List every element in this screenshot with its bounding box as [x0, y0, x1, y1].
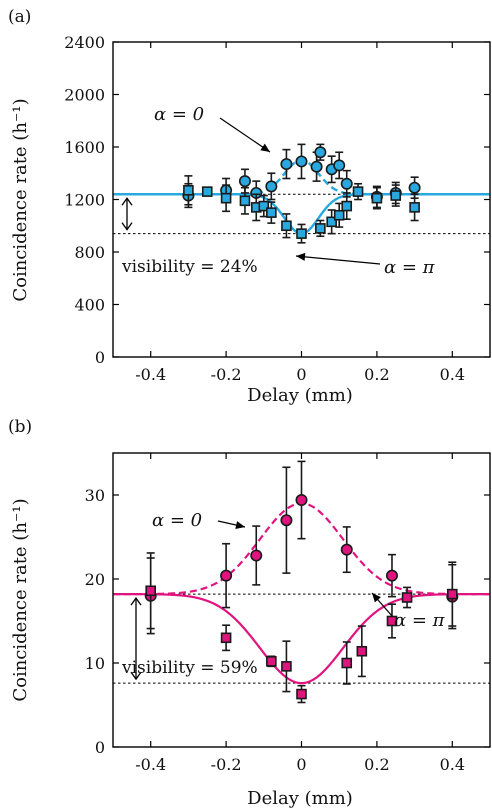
y-tick-label: 400 — [74, 296, 105, 315]
data-point-square — [390, 190, 402, 201]
data-point-circle — [295, 155, 308, 168]
data-point-square — [341, 200, 353, 212]
visibility-arrowhead — [121, 197, 133, 206]
x-axis-title: Delay (mm) — [247, 385, 353, 406]
data-point-square — [352, 186, 364, 197]
data-point-circle — [280, 158, 293, 171]
data-point-square — [401, 592, 413, 603]
y-tick-label: 20 — [85, 570, 105, 589]
y-tick-label: 30 — [85, 486, 105, 505]
y-tick-label: 800 — [74, 243, 105, 262]
data-point-square — [386, 615, 398, 627]
data-point-square — [326, 216, 337, 228]
x-tick-label: -0.4 — [135, 755, 166, 774]
data-point-circle — [340, 177, 353, 190]
x-tick-label: -0.4 — [135, 365, 166, 384]
y-tick-label: 10 — [85, 654, 105, 673]
x-tick-label: 0 — [296, 365, 306, 384]
data-point-circle — [314, 146, 327, 159]
panel-label: (a) — [8, 7, 31, 27]
data-point-square — [341, 657, 353, 669]
data-point-square — [258, 200, 270, 212]
annotation-alpha-0: α = 0 — [152, 510, 202, 531]
fit-curve-alpha-pi — [113, 593, 490, 685]
annotation-alpha-0: α = 0 — [154, 104, 204, 125]
data-point-square — [266, 207, 277, 218]
data-point-circle — [295, 494, 308, 507]
y-tick-label: 0 — [95, 738, 105, 757]
data-point-circle — [340, 543, 353, 556]
data-point-square — [296, 228, 307, 239]
annotation-arrow — [295, 255, 381, 265]
y-tick-label: 0 — [95, 348, 105, 367]
data-point-circle — [408, 181, 421, 194]
panel-b: (b) -0.4 -0.2 0 0.2 0.4 0 10 20 30 Delay (mm) Coinc… — [8, 417, 491, 809]
y-tick-label: 1200 — [64, 191, 105, 210]
data-point-square — [371, 192, 383, 204]
annotation-alpha-pi: α = π — [394, 610, 446, 631]
data-point-circle — [265, 180, 278, 193]
x-tick-label: -0.2 — [211, 755, 242, 774]
data-point-circle — [238, 175, 251, 188]
data-point-square — [220, 192, 232, 204]
plot-frame — [112, 41, 491, 358]
visibility-label: visibility = 59% — [121, 658, 258, 678]
visibility-arrowhead — [130, 597, 142, 606]
data-point-square — [409, 202, 420, 213]
annotation-arrowhead — [235, 521, 245, 529]
x-tick-label: 0 — [296, 755, 306, 774]
data-point-square — [296, 688, 307, 700]
y-tick-label: 2000 — [64, 86, 105, 105]
x-tick-label: 0.4 — [440, 365, 465, 384]
x-tick-label: 0.2 — [364, 365, 389, 384]
x-tick-label: 0.2 — [364, 755, 389, 774]
data-point-circle — [280, 514, 293, 527]
data-point-circle — [385, 569, 398, 582]
data-point-square — [266, 656, 277, 667]
y-axis-title: Coincidence rate (h⁻¹) — [10, 498, 31, 701]
data-point-square — [220, 632, 232, 644]
data-point-square — [201, 186, 213, 197]
data-point-circle — [310, 160, 323, 173]
data-point-square — [183, 185, 194, 196]
x-axis-title: Delay (mm) — [247, 788, 353, 809]
data-point-square — [145, 585, 156, 597]
y-axis-title: Coincidence rate (h⁻¹) — [10, 98, 31, 301]
visibility-arrowhead — [130, 671, 142, 681]
annotation-arrow — [219, 117, 271, 153]
data-point-square — [281, 220, 292, 232]
data-point-square — [281, 661, 292, 672]
y-tick-label: 1600 — [64, 138, 105, 157]
panel-a: (a) -0.4 -0.2 0 0.2 0.4 0 400 800 1200 1600 2000 240… — [8, 7, 491, 406]
data-point-square — [446, 588, 458, 600]
annotation-arrowhead — [296, 252, 306, 261]
data-point-square — [239, 195, 251, 207]
data-point-circle — [250, 549, 263, 562]
data-point-circle — [333, 159, 346, 172]
visibility-arrowhead — [121, 222, 133, 231]
data-point-circle — [220, 569, 233, 582]
data-point-square — [315, 223, 326, 234]
annotation-arrowhead — [260, 143, 270, 152]
annotation-arrowhead — [372, 593, 381, 603]
x-tick-label: 0.4 — [440, 755, 465, 774]
visibility-label: visibility = 24% — [121, 257, 258, 277]
x-tick-label: -0.2 — [211, 365, 242, 384]
panel-label: (b) — [8, 417, 32, 437]
data-point-square — [356, 645, 368, 657]
y-tick-label: 2400 — [64, 33, 105, 52]
annotation-alpha-pi: α = π — [384, 257, 436, 278]
data-point-square — [333, 209, 345, 221]
